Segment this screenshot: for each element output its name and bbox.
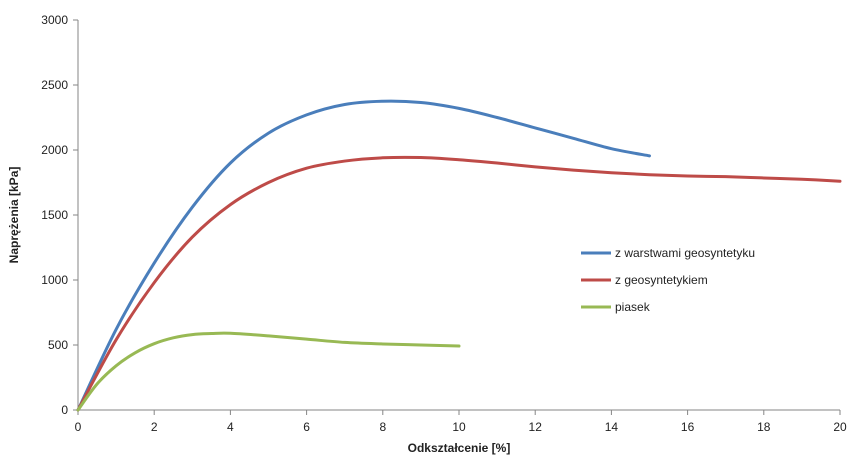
y-tick-label: 1500 xyxy=(41,208,68,222)
chart-series xyxy=(76,99,842,412)
x-tick-label: 18 xyxy=(757,420,771,434)
y-tick-label: 3000 xyxy=(41,13,68,27)
legend-label: z warstwami geosyntetyku xyxy=(615,246,755,260)
x-tick-label: 12 xyxy=(529,420,543,434)
series-line-piasek xyxy=(76,331,461,412)
legend-label: z geosyntetykiem xyxy=(615,273,708,287)
x-tick-label: 8 xyxy=(379,420,386,434)
x-tick-label: 2 xyxy=(151,420,158,434)
legend-label: piasek xyxy=(615,300,651,314)
tick-labels: 0 500 1000 1500 2000 2500 3000 0 2 4 6 8 10 12 14 16 18 2… xyxy=(41,13,847,434)
x-tick-label: 10 xyxy=(452,420,466,434)
x-tick-label: 6 xyxy=(303,420,310,434)
x-tick-label: 20 xyxy=(833,420,847,434)
series-line-z-warstwami-geosyntetyku xyxy=(76,99,651,412)
y-tick-label: 1000 xyxy=(41,273,68,287)
x-tick-label: 16 xyxy=(681,420,695,434)
y-tick-label: 2000 xyxy=(41,143,68,157)
x-tick-label: 4 xyxy=(227,420,234,434)
y-tick-label: 500 xyxy=(48,338,68,352)
y-tick-label: 0 xyxy=(61,403,68,417)
x-axis-title: Odkształcenie [%] xyxy=(408,441,511,455)
x-tick-label: 0 xyxy=(75,420,82,434)
series-line-z-geosyntetykiem xyxy=(76,155,842,412)
y-axis-title: Naprężenia [kPa] xyxy=(7,167,21,264)
x-tick-label: 14 xyxy=(605,420,619,434)
chart-axes xyxy=(73,19,841,415)
chart-legend: z warstwami geosyntetyku z geosyntetykiem… xyxy=(581,246,755,314)
y-tick-label: 2500 xyxy=(41,78,68,92)
